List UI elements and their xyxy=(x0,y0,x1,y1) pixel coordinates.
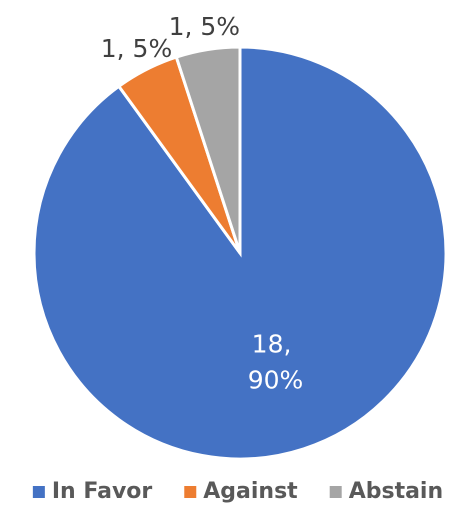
legend-label: Abstain xyxy=(349,479,443,504)
legend-label: In Favor xyxy=(52,479,153,504)
legend-marker xyxy=(329,486,342,498)
legend-marker xyxy=(184,486,197,498)
legend-marker xyxy=(32,486,45,498)
legend: In Favor Against Abstain xyxy=(32,479,443,504)
data-label: 1, 5% xyxy=(169,12,240,41)
data-label: 18, 90% xyxy=(248,329,304,394)
data-label: 1, 5% xyxy=(101,34,172,63)
pie-slice xyxy=(174,45,242,254)
legend-label: Against xyxy=(203,479,298,504)
